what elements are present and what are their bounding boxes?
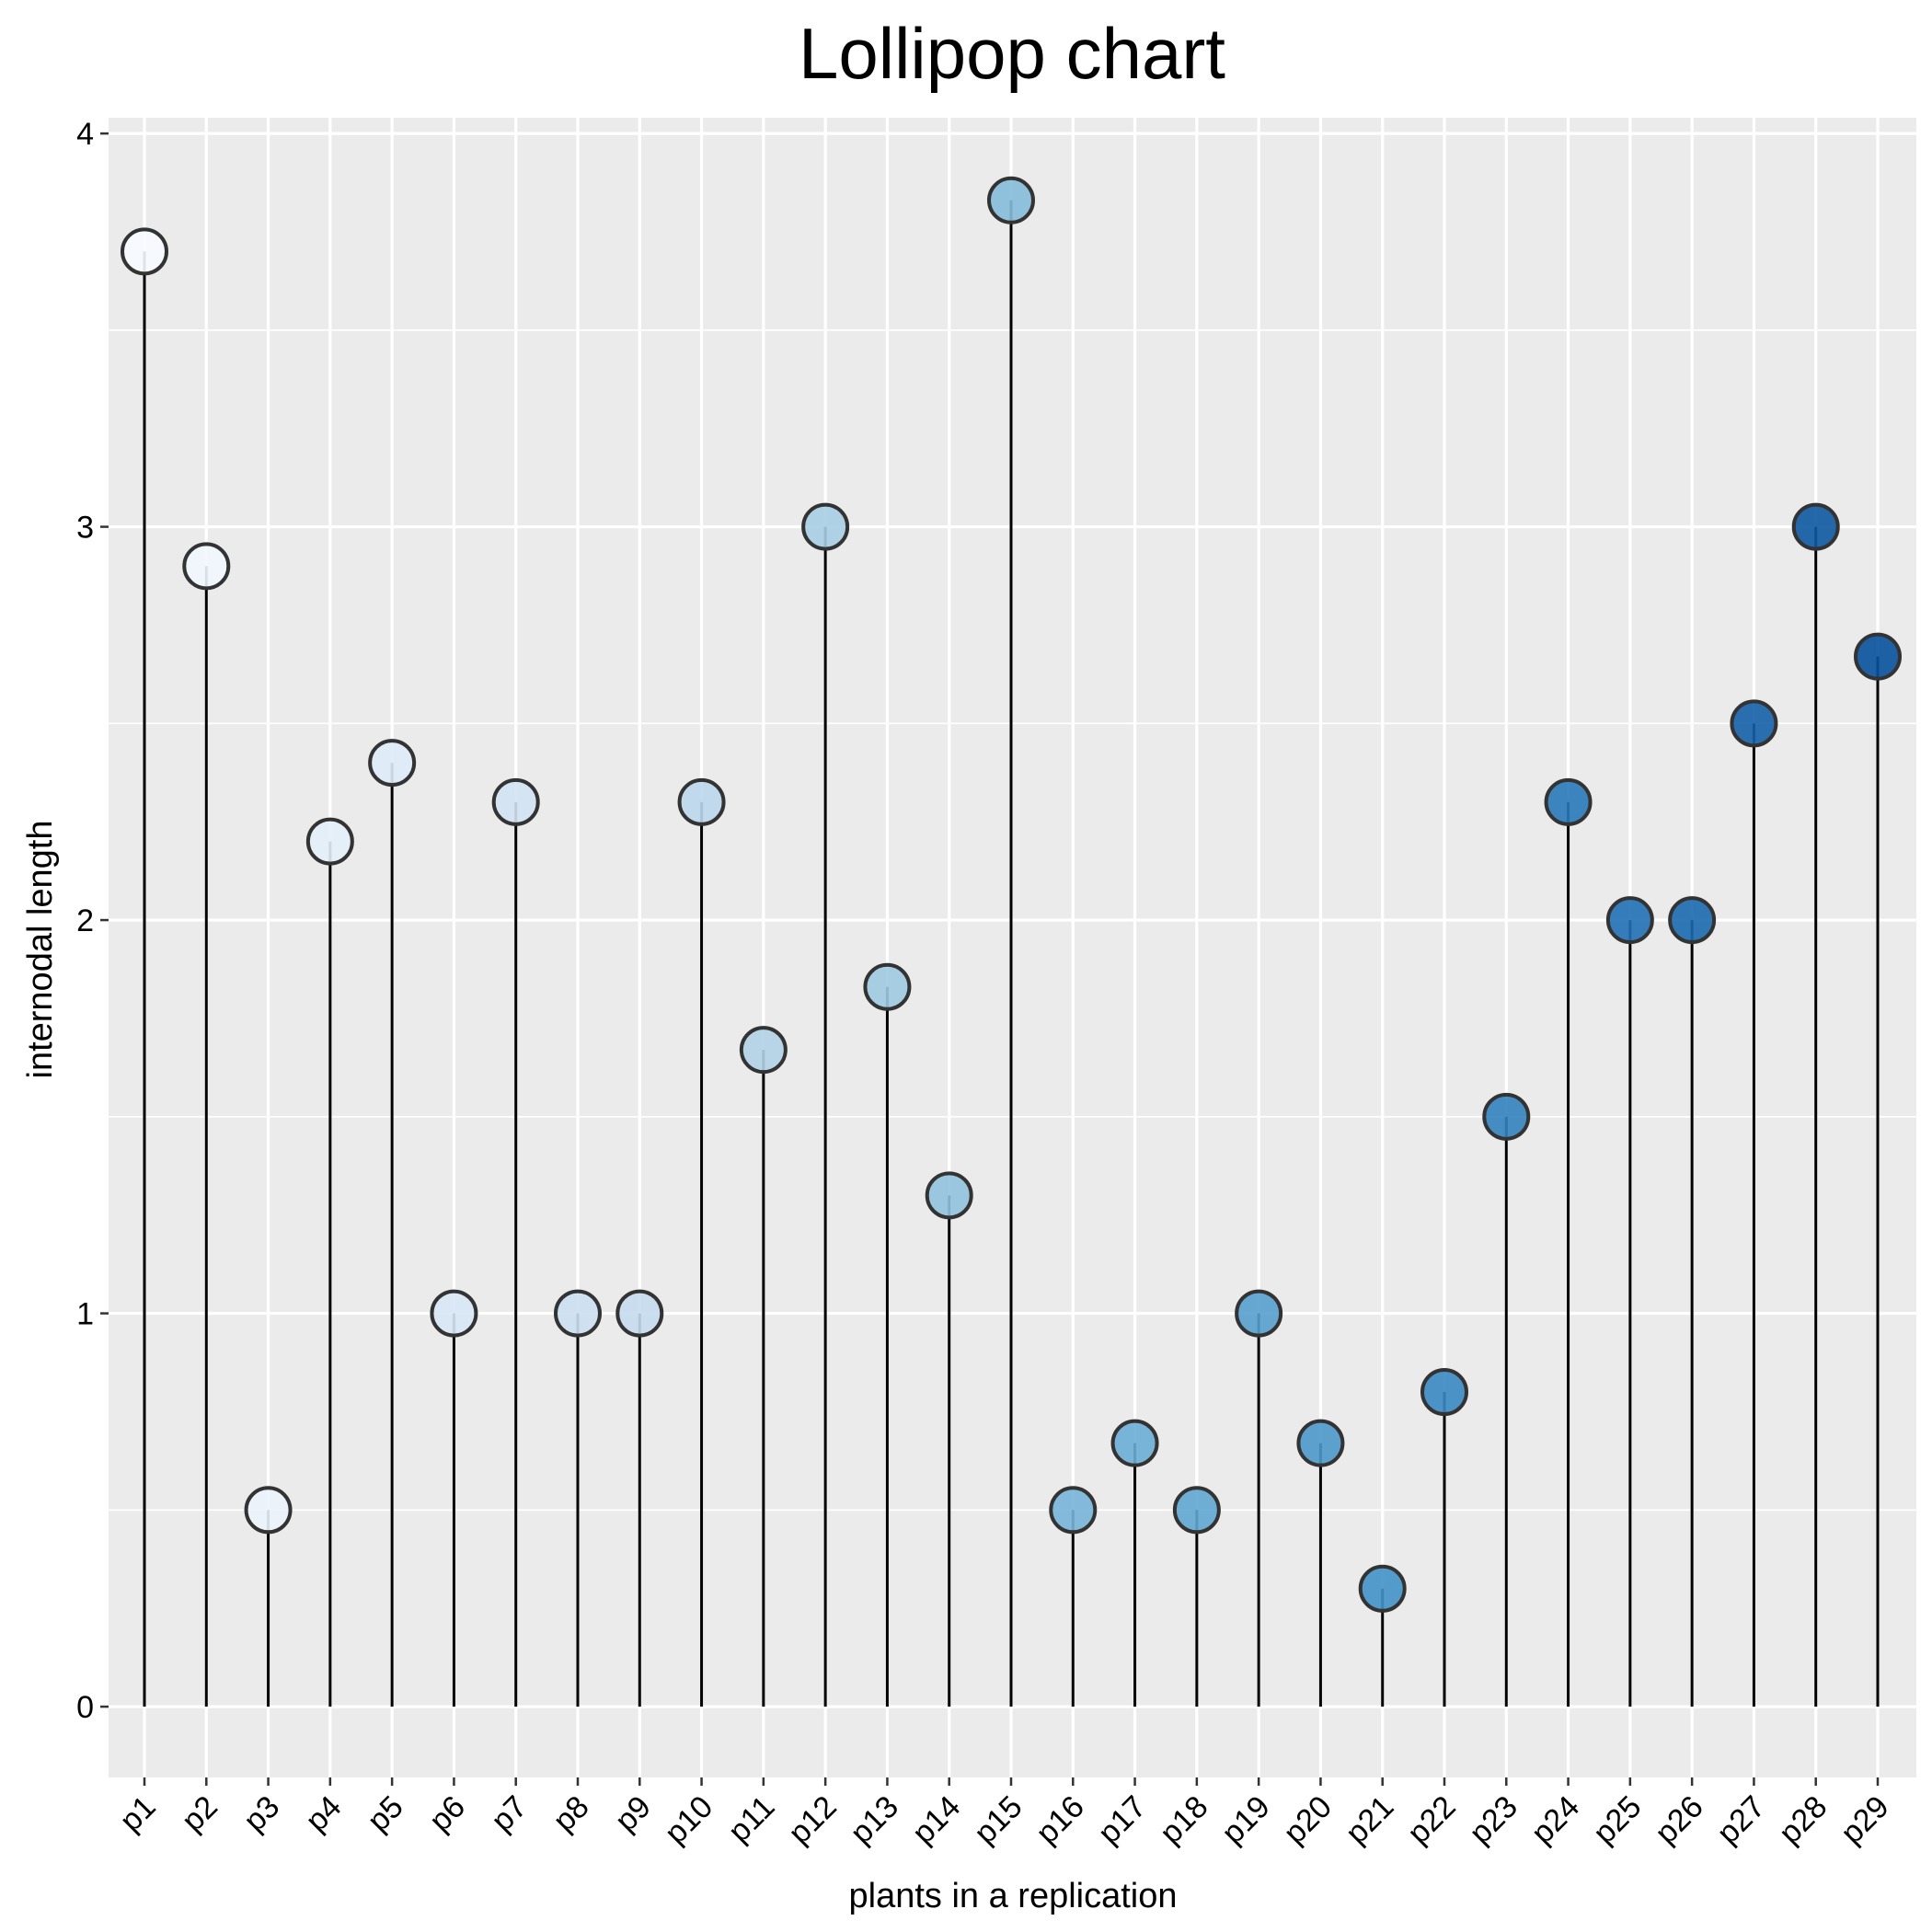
x-axis-ticks: p1 p2 p3 p4 p5 p6 p7 p8 p9 p10 p11 p12 p13 p14 p15 p16 p… [113,1777,1896,1851]
x-tick-label: p2 [175,1789,224,1839]
point-p10 [677,777,726,826]
x-tick-label: p4 [299,1789,349,1839]
point-p27 [1730,699,1778,748]
x-tick-label: p13 [844,1789,905,1851]
y-axis-label: internodal length [21,821,60,1079]
point-p18 [1172,1486,1221,1535]
x-tick-label: p23 [1463,1789,1524,1851]
point-p23 [1482,1092,1531,1141]
x-axis-label: plants in a replication [849,1877,1178,1915]
x-tick-label: p1 [113,1789,163,1839]
x-tick-label: p18 [1154,1789,1215,1851]
x-tick-label: p14 [905,1789,967,1851]
y-tick-label: 4 [76,117,94,152]
point-p22 [1420,1368,1468,1417]
y-tick-label: 3 [76,511,94,546]
y-tick-label: 0 [76,1690,94,1725]
y-axis-ticks: 0 1 2 3 4 [76,117,109,1725]
lollipop-points [121,176,1902,1613]
x-tick-label: p3 [237,1789,287,1839]
x-tick-label: p19 [1215,1789,1277,1851]
point-p12 [801,502,850,551]
x-tick-label: p6 [422,1789,472,1839]
point-p16 [1049,1486,1098,1535]
x-tick-label: p22 [1401,1789,1463,1851]
x-tick-label: p25 [1587,1789,1649,1851]
point-p28 [1791,502,1840,551]
point-p25 [1605,896,1654,945]
point-p3 [244,1486,293,1535]
chart-title: Lollipop chart [799,13,1225,94]
x-tick-label: p7 [485,1789,535,1839]
x-tick-label: p26 [1649,1789,1710,1851]
x-tick-label: p29 [1834,1789,1896,1851]
x-tick-label: p28 [1772,1789,1834,1851]
point-p21 [1358,1564,1407,1613]
point-p14 [925,1171,973,1220]
point-p24 [1544,777,1593,826]
x-tick-label: p20 [1277,1789,1339,1851]
point-p2 [182,542,231,591]
lollipop-stems [143,200,1880,1708]
point-p19 [1235,1289,1283,1338]
point-p11 [739,1026,788,1075]
point-p26 [1668,896,1717,945]
point-p8 [554,1289,602,1338]
point-p5 [368,739,417,788]
x-tick-label: p15 [968,1789,1029,1851]
x-tick-label: p5 [361,1789,410,1839]
x-tick-label: p12 [782,1789,844,1851]
point-p1 [121,227,168,276]
point-p20 [1296,1419,1345,1467]
point-p17 [1110,1419,1159,1467]
x-tick-label: p21 [1339,1789,1400,1851]
y-tick-label: 2 [76,903,94,938]
point-p13 [863,962,912,1011]
x-tick-label: p9 [608,1789,658,1839]
y-tick-label: 1 [76,1297,94,1332]
x-tick-label: p16 [1029,1789,1091,1851]
point-p6 [430,1289,478,1338]
point-p4 [305,817,354,866]
point-p7 [491,777,540,826]
x-tick-label: p17 [1091,1789,1153,1851]
x-tick-label: p10 [658,1789,719,1851]
x-tick-label: p27 [1710,1789,1772,1851]
point-p29 [1854,632,1902,681]
point-p15 [987,176,1035,224]
x-tick-label: p11 [721,1789,781,1849]
x-tick-label: p24 [1524,1789,1586,1851]
x-tick-label: p8 [546,1789,596,1839]
point-p9 [615,1289,664,1338]
